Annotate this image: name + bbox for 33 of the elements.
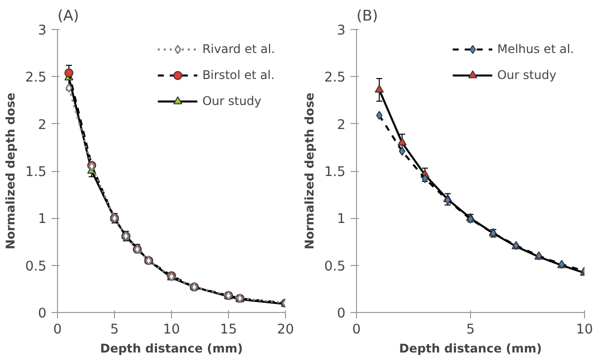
x-tick-label: 10 [576, 322, 593, 338]
y-tick-label: 1 [38, 212, 47, 228]
x-tick-label: 5 [110, 322, 119, 338]
y-tick-label: 2 [337, 118, 346, 133]
x-axis-title: Depth distance (mm) [399, 342, 542, 356]
x-tick-label: 15 [220, 322, 237, 338]
legend-label: Rivard et al. [202, 42, 275, 56]
y-tick-label: 1.5 [324, 165, 346, 180]
x-tick-label: 5 [466, 322, 475, 338]
chart-title: (A) [58, 8, 79, 24]
x-tick-label: 0 [352, 322, 361, 338]
y-tick-label: 0 [38, 306, 47, 322]
y-tick-label: 3 [337, 24, 346, 38]
y-tick-label: 0 [337, 306, 346, 322]
y-tick-label: 1.5 [25, 165, 47, 180]
x-tick-label: 0 [53, 322, 62, 338]
chart-title: (B) [356, 8, 378, 24]
y-tick-label: 2.5 [25, 70, 47, 86]
legend-label: Birstol et al. [202, 68, 275, 82]
y-axis-title: Normalized depth dose [3, 92, 18, 250]
y-tick-label: 0.5 [25, 259, 47, 274]
y-tick-label: 0.5 [324, 259, 346, 274]
y-tick-label: 3 [38, 24, 47, 38]
y-tick-label: 1 [337, 212, 346, 228]
x-tick-label: 20 [277, 322, 294, 338]
y-tick-label: 2.5 [324, 70, 346, 86]
legend-label: Our study [497, 68, 556, 82]
legend-label: Melhus et al. [497, 42, 574, 56]
x-axis-title: Depth distance (mm) [100, 342, 243, 356]
legend-label: Our study [202, 94, 262, 108]
y-tick-label: 2 [38, 118, 47, 133]
y-axis-title: Normalized depth dose [302, 92, 316, 250]
x-tick-label: 10 [163, 322, 180, 338]
